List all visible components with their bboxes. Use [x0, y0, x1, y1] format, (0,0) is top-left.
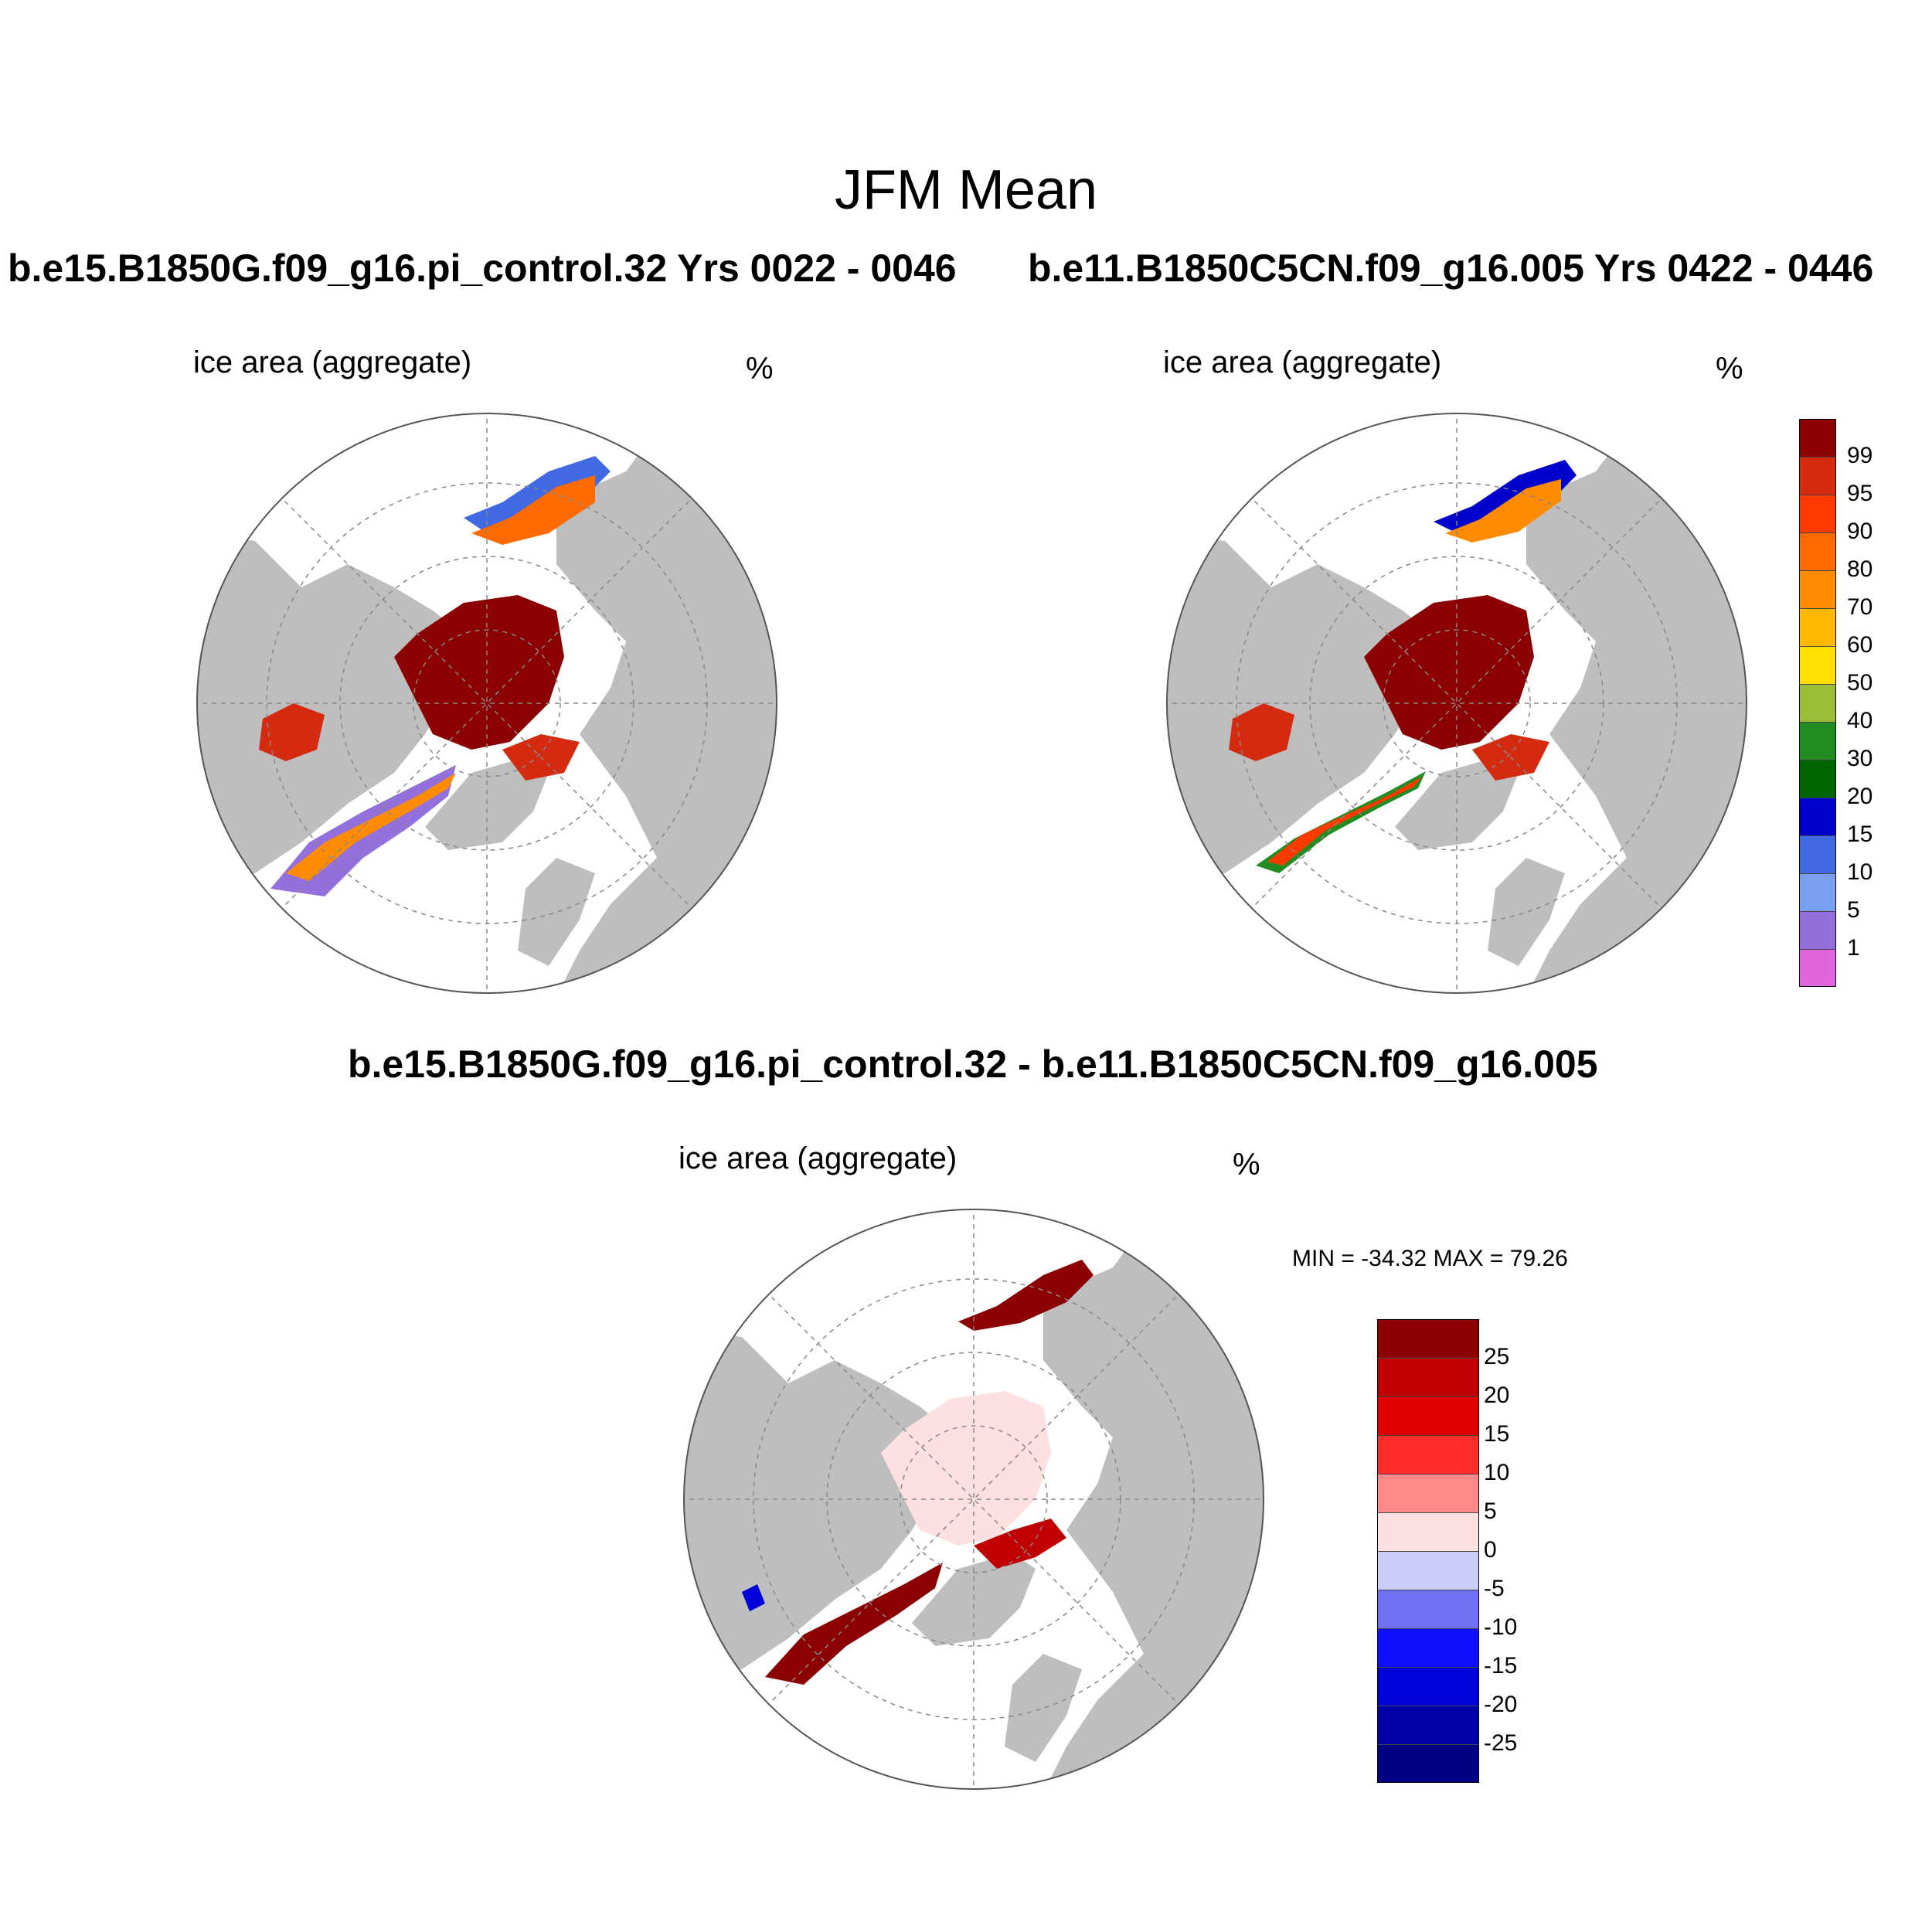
diff-labrador-negative: [742, 1584, 765, 1611]
difference-tick-label: 15: [1484, 1421, 1510, 1447]
ice-area-tick-label: 95: [1847, 481, 1873, 506]
polar-map-right: [1166, 413, 1747, 994]
difference-tick-label: 25: [1484, 1344, 1510, 1369]
ice-area-swatch: [1799, 532, 1836, 570]
difference-tick-label: -25: [1484, 1730, 1518, 1756]
difference-tick-label: -15: [1484, 1653, 1518, 1679]
unit-label-diff: %: [1233, 1148, 1260, 1182]
diff-arctic-small: [881, 1391, 1051, 1546]
ice-hudson-bay: [259, 703, 325, 761]
ice-area-tick-label: 10: [1847, 859, 1873, 885]
polar-map-difference: [683, 1209, 1264, 1790]
map-boundary: [1166, 413, 1747, 994]
difference-tick-label: -5: [1484, 1576, 1505, 1601]
difference-swatch: [1377, 1744, 1479, 1783]
difference-swatch: [1377, 1551, 1479, 1590]
difference-tick-label: -20: [1484, 1692, 1518, 1717]
ice-area-swatch: [1799, 835, 1836, 873]
panel-title-left: b.e15.B1850G.f09_g16.pi_control.32 Yrs 0…: [8, 247, 957, 290]
difference-tick-label: 5: [1484, 1498, 1497, 1524]
difference-swatch: [1377, 1396, 1479, 1435]
difference-tick-label: 0: [1484, 1537, 1497, 1563]
variable-label-right: ice area (aggregate): [1163, 345, 1442, 379]
diff-pacific-large: [958, 1260, 1094, 1331]
ice-area-swatch: [1799, 873, 1836, 911]
colorbar-ice-area-labels: 99 95 90 80 70 60 50 40 30 20 15 10 5 1: [1847, 419, 1909, 987]
ice-area-tick-label: 40: [1847, 708, 1873, 733]
map-boundary: [196, 413, 777, 994]
difference-swatch: [1377, 1667, 1479, 1706]
panel-title-diff: b.e15.B1850G.f09_g16.pi_control.32 - b.e…: [348, 1043, 1598, 1086]
ice-area-swatch: [1799, 419, 1836, 457]
difference-swatch: [1377, 1319, 1479, 1358]
ice-area-swatch: [1799, 798, 1836, 835]
ice-area-tick-label: 50: [1847, 670, 1873, 696]
variable-label-diff: ice area (aggregate): [679, 1141, 957, 1175]
ice-area-swatch: [1799, 760, 1836, 798]
colorbar-ice-area: [1799, 419, 1836, 987]
map-boundary: [683, 1209, 1264, 1790]
ice-core-arctic: [1364, 595, 1534, 750]
ice-area-swatch: [1799, 684, 1836, 722]
ice-area-tick-label: 30: [1847, 746, 1873, 771]
difference-swatch: [1377, 1435, 1479, 1474]
difference-swatch: [1377, 1512, 1479, 1551]
ice-area-tick-label: 5: [1847, 897, 1860, 923]
ice-area-tick-label: 80: [1847, 556, 1873, 582]
difference-swatch: [1377, 1628, 1479, 1667]
ice-core-arctic: [394, 595, 564, 750]
ice-mid-atlantic: [286, 773, 456, 881]
panel-title-right: b.e11.B1850C5CN.f09_g16.005 Yrs 0422 - 0…: [1028, 247, 1874, 290]
difference-tick-label: 10: [1484, 1460, 1510, 1485]
ice-area-swatch: [1799, 457, 1836, 495]
min-max-stats: MIN = -34.32 MAX = 79.26: [1292, 1246, 1568, 1271]
ice-area-swatch: [1799, 570, 1836, 608]
ice-area-tick-label: 90: [1847, 519, 1873, 544]
colorbar-difference: [1377, 1319, 1479, 1783]
difference-tick-label: 20: [1484, 1383, 1510, 1408]
unit-label-left: %: [746, 352, 774, 386]
diff-atlantic-large: [765, 1563, 943, 1685]
ice-area-tick-label: 99: [1847, 443, 1873, 468]
ice-pacific-edge: [464, 456, 611, 533]
difference-tick-label: -10: [1484, 1614, 1518, 1640]
difference-swatch: [1377, 1474, 1479, 1512]
ice-area-swatch: [1799, 949, 1836, 987]
ice-pacific-mid: [471, 475, 595, 545]
ice-area-tick-label: 70: [1847, 594, 1873, 620]
difference-swatch: [1377, 1358, 1479, 1396]
land-scandinavia: [1488, 858, 1565, 966]
ice-mid-atlantic: [1267, 777, 1422, 866]
ice-hudson-bay: [1229, 703, 1294, 761]
ice-area-swatch: [1799, 495, 1836, 532]
ice-area-tick-label: 20: [1847, 784, 1873, 809]
ice-area-tick-label: 15: [1847, 821, 1873, 847]
ice-area-swatch: [1799, 911, 1836, 949]
land-scandinavia: [1005, 1654, 1082, 1762]
ice-area-tick-label: 60: [1847, 632, 1873, 658]
ice-area-swatch: [1799, 646, 1836, 684]
ice-area-swatch: [1799, 608, 1836, 646]
unit-label-right: %: [1716, 352, 1743, 386]
ice-pacific-mid: [1445, 479, 1561, 543]
diff-barents-large: [974, 1519, 1066, 1569]
colorbar-difference-labels: 25 20 15 10 5 0 -5 -10 -15 -20 -25: [1484, 1319, 1546, 1783]
main-title: JFM Mean: [834, 159, 1098, 221]
ice-area-tick-label: 1: [1847, 935, 1860, 961]
ice-pacific-edge: [1434, 460, 1577, 533]
polar-map-left: [196, 413, 777, 994]
land-scandinavia: [518, 858, 595, 966]
variable-label-left: ice area (aggregate): [193, 345, 472, 379]
difference-swatch: [1377, 1706, 1479, 1744]
difference-swatch: [1377, 1590, 1479, 1628]
ice-area-swatch: [1799, 722, 1836, 760]
